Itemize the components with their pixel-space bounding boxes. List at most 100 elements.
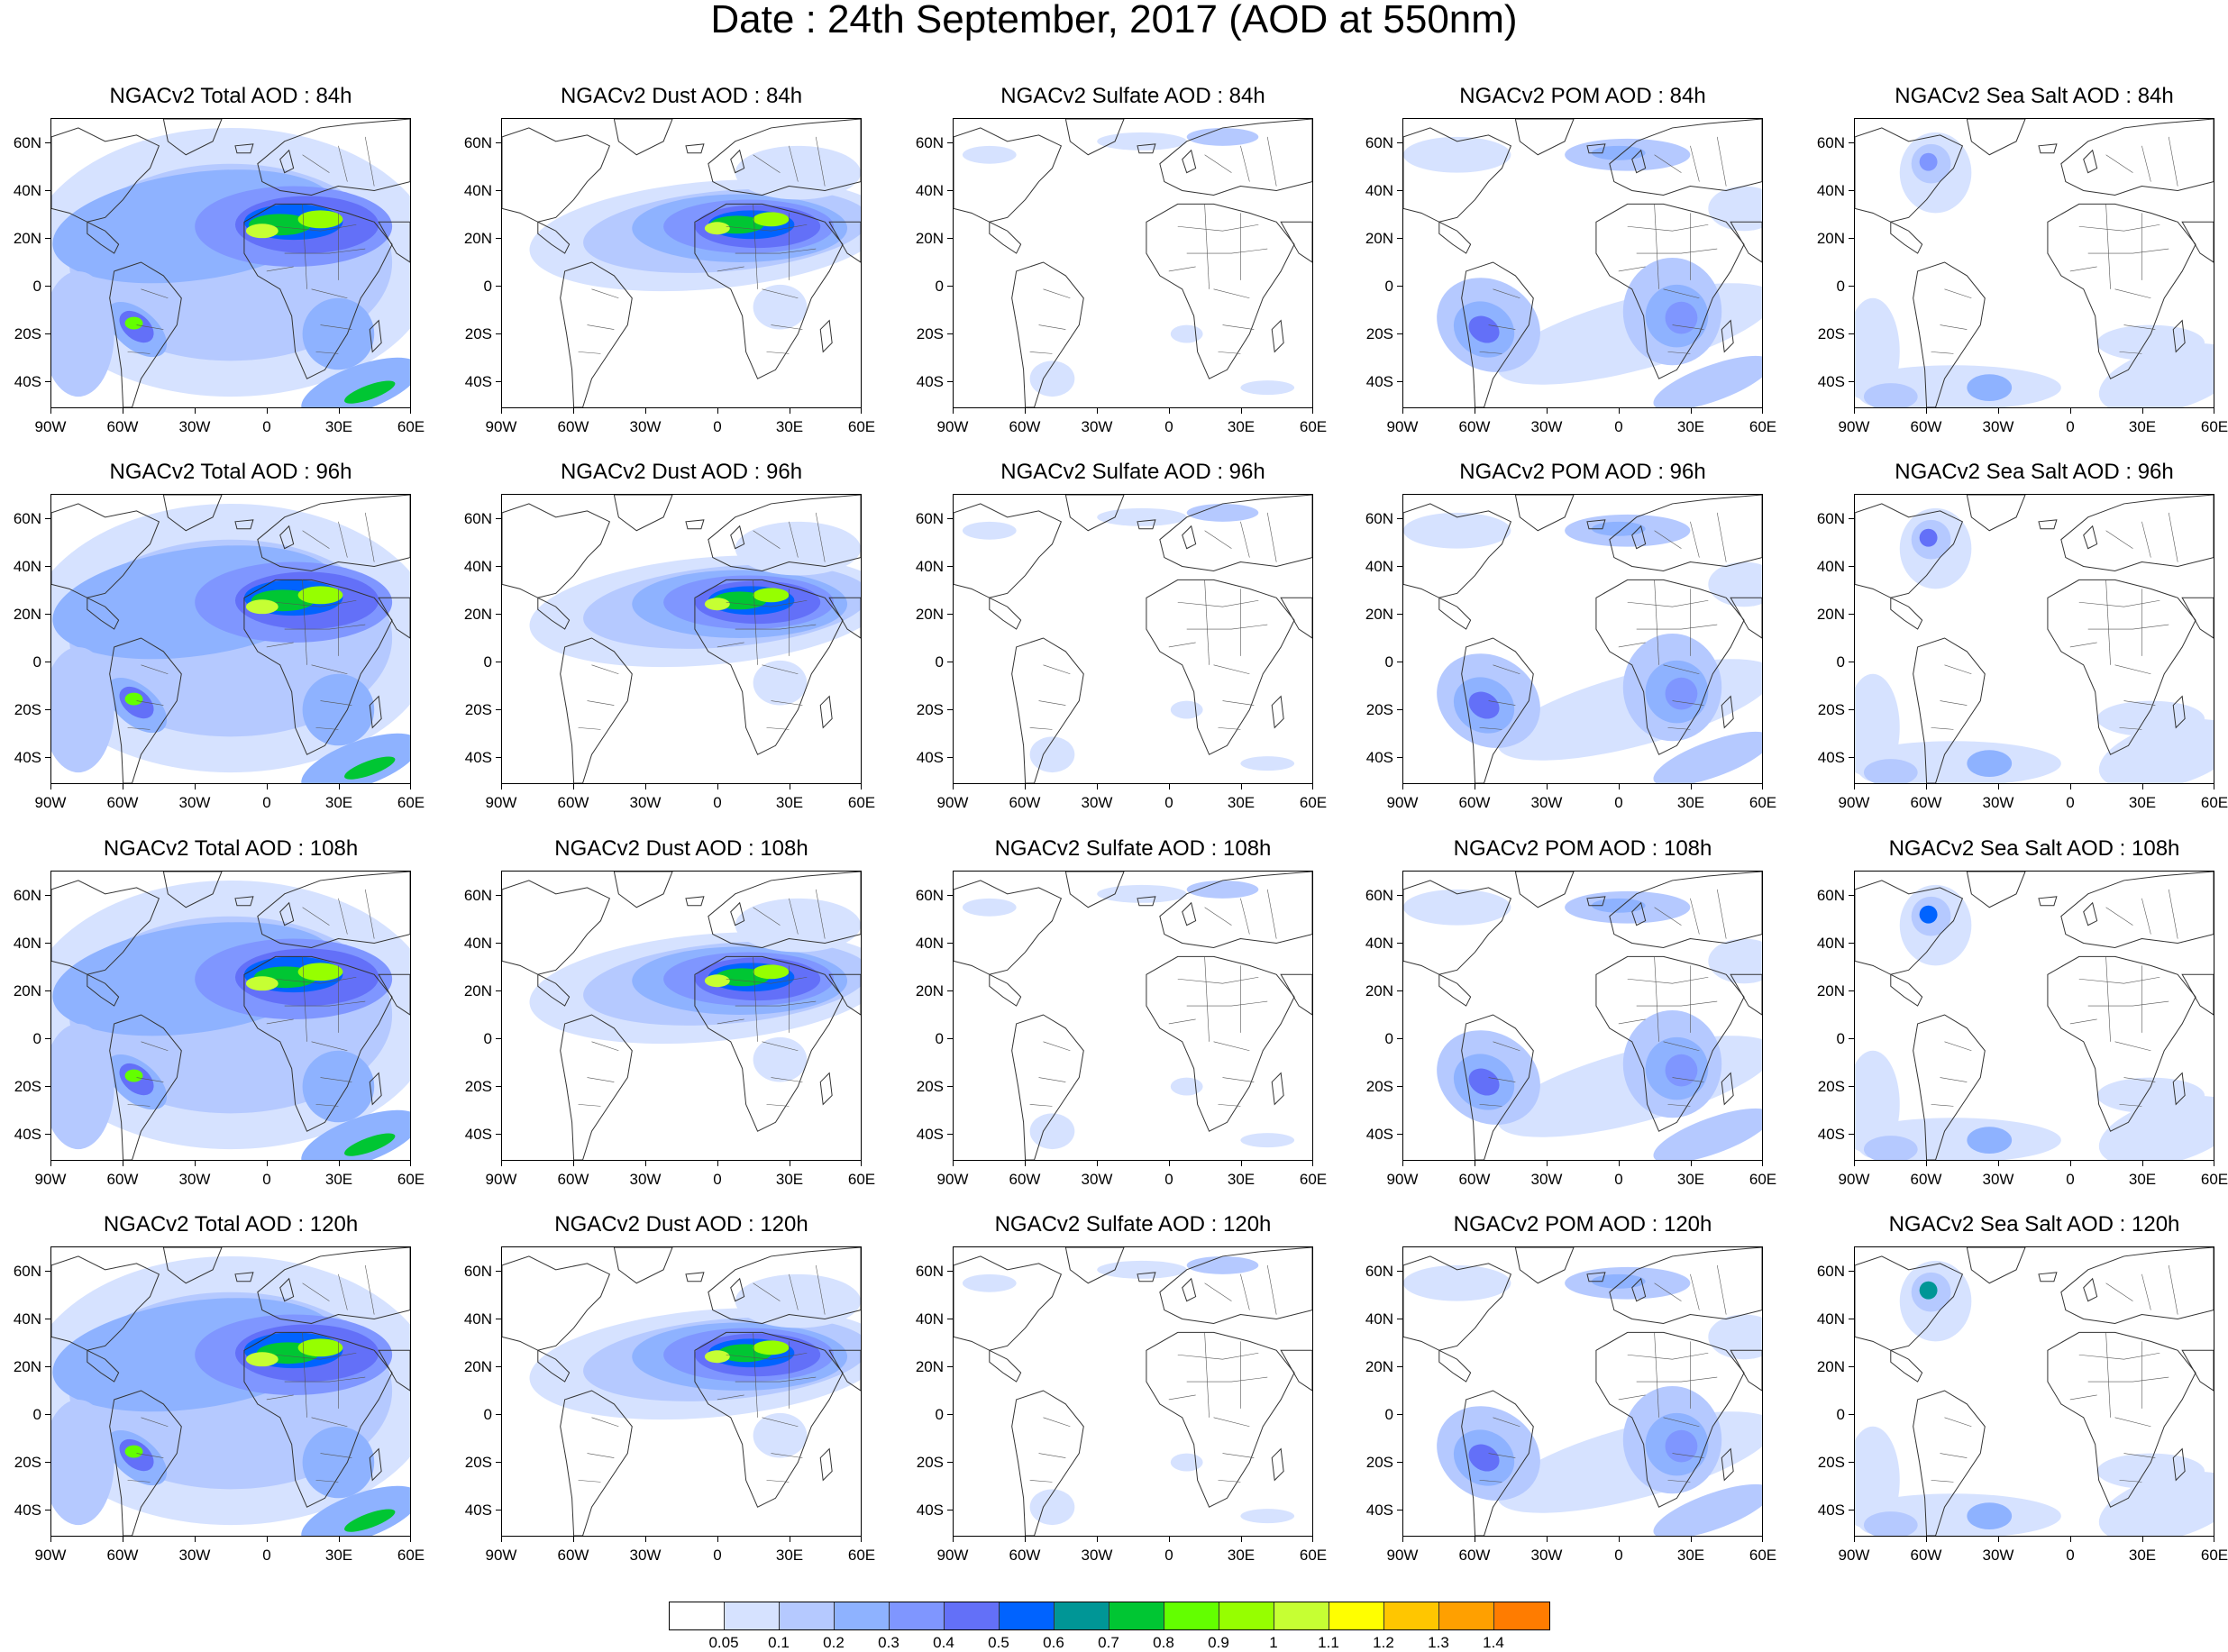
y-tick (496, 1510, 501, 1511)
x-tick (1998, 1537, 1999, 1542)
longitude-label: 60E (1749, 1547, 1777, 1564)
longitude-label: 60W (106, 418, 139, 435)
latitude-label: 40S (14, 373, 41, 390)
country-border (587, 1077, 615, 1082)
y-tick (496, 614, 501, 615)
aod-contour (1665, 677, 1698, 710)
aod-contour (962, 1273, 1017, 1292)
coastline (1137, 143, 1156, 154)
aod-contour (753, 284, 808, 330)
aod-contour (1170, 700, 1203, 719)
latitude-label: 20S (464, 1078, 492, 1095)
aod-contour (1186, 127, 1259, 146)
coastline (1403, 1255, 1512, 1351)
country-border (302, 204, 307, 289)
longitude-label: 60W (1009, 1547, 1041, 1564)
coastline (819, 1072, 833, 1106)
longitude-label: 60W (106, 1547, 139, 1564)
x-tick (1169, 784, 1170, 789)
coastline (730, 1277, 745, 1302)
longitude-label: 30E (1676, 1171, 1705, 1188)
coastline (162, 495, 223, 532)
longitude-label: 30W (1982, 1547, 2014, 1564)
country-border (284, 1000, 366, 1007)
coastline (685, 896, 705, 907)
country-border (1177, 224, 1259, 232)
longitude-label: 90W (34, 418, 67, 435)
country-border (753, 204, 758, 289)
aod-contour (124, 692, 143, 706)
aod-contour (344, 756, 396, 780)
longitude-label: 90W (1838, 1547, 1870, 1564)
x-tick (195, 408, 196, 414)
coastline (87, 1349, 120, 1383)
aod-contour (1591, 521, 1646, 536)
colorbar-tick-label: 0.1 (768, 1634, 790, 1651)
x-tick (1547, 784, 1548, 789)
longitude-label: 60W (557, 418, 589, 435)
latitude-label: 20S (1817, 701, 1845, 718)
colorbar-tick-label: 1.1 (1318, 1634, 1339, 1651)
aod-contour (124, 1445, 143, 1458)
country-border (1186, 1000, 1268, 1007)
aod-contour (735, 898, 861, 953)
longitude-label: 30W (1530, 418, 1563, 435)
latitude-label: 20S (916, 1078, 944, 1095)
country-border (1029, 1104, 1053, 1107)
longitude-label: 90W (1386, 418, 1419, 435)
x-tick (2142, 408, 2143, 414)
coastline (109, 637, 182, 783)
latitude-label: 40S (1817, 749, 1845, 766)
x-tick (953, 784, 954, 789)
aod-contour (301, 1109, 410, 1160)
aod-contour (735, 1273, 861, 1328)
x-tick (573, 1161, 574, 1166)
coastline (1438, 973, 1472, 1007)
latitude-label: 20S (464, 701, 492, 718)
coastline (234, 519, 254, 530)
country-border (2105, 1332, 2111, 1418)
y-tick (45, 1366, 50, 1367)
longitude-label: 90W (485, 1547, 517, 1564)
coastline (1182, 525, 1197, 550)
x-tick (1998, 784, 1999, 789)
latitude-label: 20S (916, 701, 944, 718)
country-border (2105, 204, 2111, 289)
country-border (284, 624, 366, 630)
coastline (257, 495, 410, 571)
y-tick (947, 142, 953, 143)
aod-contour (753, 1412, 808, 1458)
latitude-label: 20S (14, 701, 41, 718)
country-border (2105, 1282, 2133, 1301)
aod-contour (1097, 132, 1187, 151)
y-tick (45, 943, 50, 944)
longitude-label: 30W (1982, 418, 2014, 435)
latitude-label: 40S (1817, 1126, 1845, 1143)
country-border (302, 907, 330, 926)
x-tick (2142, 1161, 2143, 1166)
country-border (1716, 889, 1727, 939)
colorbar-tick-label: 1.2 (1373, 1634, 1394, 1651)
x-tick (1025, 784, 1026, 789)
country-border (1186, 624, 1268, 630)
country-border (1663, 664, 1700, 675)
y-tick (496, 1038, 501, 1039)
coastline (51, 880, 160, 975)
y-tick (1849, 990, 1854, 991)
country-border (275, 1352, 357, 1360)
x-tick (1619, 784, 1620, 789)
country-border (2168, 512, 2178, 562)
country-border (338, 898, 348, 935)
country-border (1716, 1264, 1727, 1315)
coastline (1586, 896, 1606, 907)
y-tick (45, 1086, 50, 1087)
country-border (753, 1282, 781, 1301)
country-border (1931, 1104, 1954, 1107)
longitude-label: 0 (1164, 418, 1173, 435)
aod-field (1855, 495, 2214, 783)
coastline (1913, 1014, 1986, 1160)
coastline (1182, 149, 1197, 174)
longitude-label: 0 (2066, 418, 2075, 435)
x-tick (1998, 1161, 1999, 1166)
y-tick (1397, 1038, 1402, 1039)
